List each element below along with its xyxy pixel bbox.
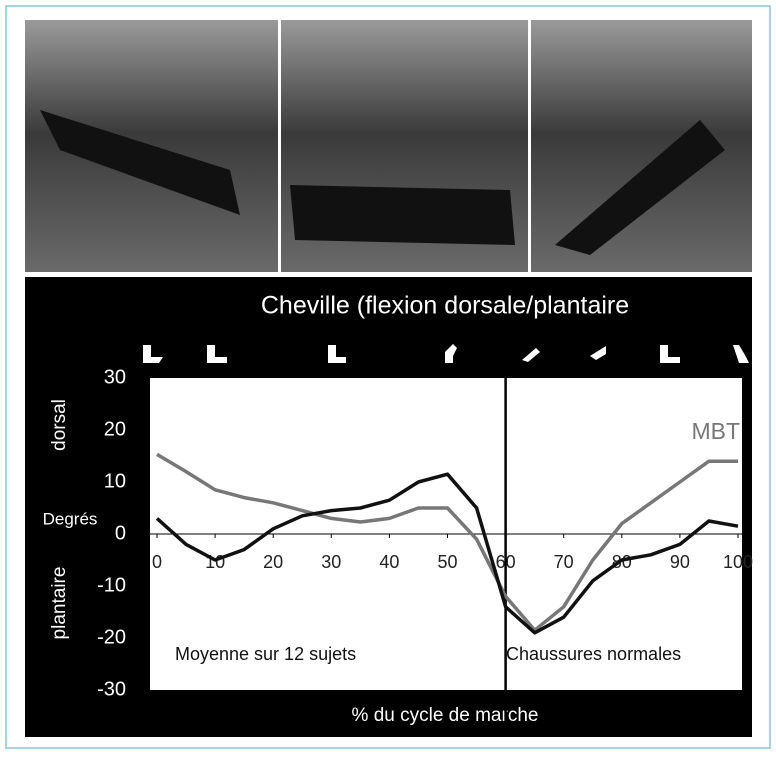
y-axis-label: Degrés	[43, 509, 98, 528]
shoe	[290, 185, 515, 245]
annotation: Chaussures normales	[506, 644, 681, 664]
y-tick-label: 10	[104, 470, 126, 492]
y-lower-label: plantaire	[49, 567, 70, 640]
figure: Cheville (flexion dorsale/plantaire % du…	[0, 0, 776, 754]
x-tick-label: 20	[263, 552, 283, 572]
chart-title: Cheville (flexion dorsale/plantaire	[261, 292, 629, 320]
x-axis-label: % du cycle de marche	[352, 705, 539, 726]
y-tick-label: 30	[104, 366, 126, 388]
x-tick-label: 50	[437, 552, 457, 572]
x-tick-label: 70	[554, 552, 574, 572]
x-tick-label: 30	[321, 552, 341, 572]
y-upper-label: dorsal	[49, 399, 70, 451]
y-tick-label: -20	[97, 626, 126, 648]
x-tick-label: 100	[723, 552, 753, 572]
photos	[25, 20, 752, 272]
legend-label: MBT	[691, 418, 740, 444]
x-tick-label: 0	[152, 552, 162, 572]
y-tick-label: -10	[97, 574, 126, 596]
page: {"chart_data": {"type": "line", "title":…	[0, 0, 776, 754]
x-tick-label: 40	[379, 552, 399, 572]
annotation: Moyenne sur 12 sujets	[175, 644, 356, 664]
x-tick-label: 90	[670, 552, 690, 572]
y-tick-label: -30	[97, 678, 126, 700]
y-tick-label: 0	[115, 522, 126, 544]
y-tick-label: 20	[104, 418, 126, 440]
